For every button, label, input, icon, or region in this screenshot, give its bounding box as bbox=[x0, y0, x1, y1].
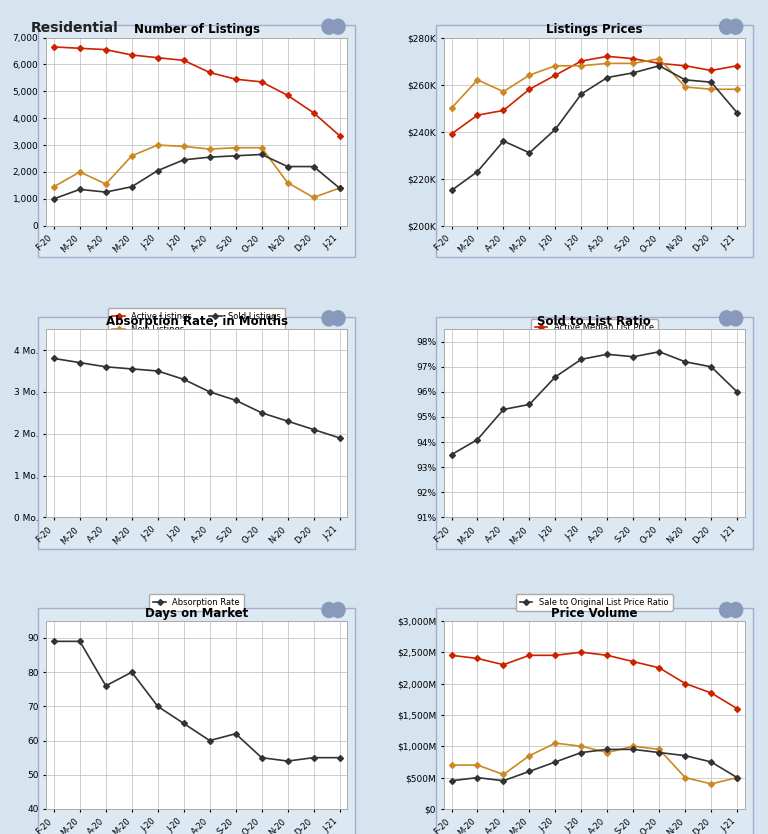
Title: Days on Market: Days on Market bbox=[145, 606, 248, 620]
Text: Residential: Residential bbox=[31, 21, 118, 35]
Title: Number of Listings: Number of Listings bbox=[134, 23, 260, 37]
Title: Sold to List Ratio: Sold to List Ratio bbox=[538, 315, 651, 328]
Title: Absorption Rate, in Months: Absorption Rate, in Months bbox=[106, 315, 288, 328]
Title: Listings Prices: Listings Prices bbox=[546, 23, 643, 37]
Legend: Active Listings, New Listings, Sold Listings: Active Listings, New Listings, Sold List… bbox=[108, 308, 285, 338]
Legend: Active Median List Price, New Median List Price, Sold Median Sale Price: Active Median List Price, New Median Lis… bbox=[531, 319, 658, 363]
Title: Price Volume: Price Volume bbox=[551, 606, 637, 620]
Legend: Sale to Original List Price Ratio: Sale to Original List Price Ratio bbox=[516, 594, 673, 611]
Legend: Absorption Rate: Absorption Rate bbox=[149, 594, 244, 611]
